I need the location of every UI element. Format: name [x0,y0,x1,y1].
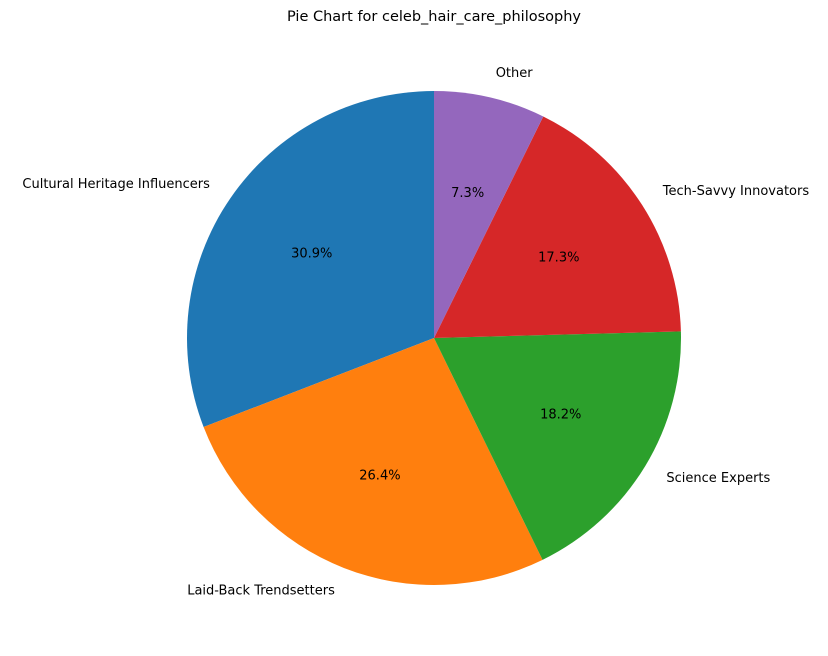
percent-label-laid-back-trendsetters: 26.4% [359,468,400,483]
pie-slice-tech-savvy-innovators [434,116,681,338]
percent-label-other: 7.3% [451,186,484,201]
slice-label-science-experts: Science Experts [666,471,770,486]
pie-slice-other [434,91,544,338]
slice-label-other: Other [496,66,534,81]
slice-label-cultural-heritage-influencers: Cultural Heritage Influencers [22,177,210,192]
pie-slice-science-experts [434,331,681,560]
pie-labels: Cultural Heritage Influencers 30.9% Laid-B… [22,66,809,599]
pie-slice-laid-back-trendsetters [203,338,543,585]
percent-label-cultural-heritage-influencers: 30.9% [291,247,332,262]
pie-slices [187,91,681,585]
percent-label-science-experts: 18.2% [540,407,581,422]
chart-title: Pie Chart for celeb_hair_care_philosophy [287,9,581,25]
slice-label-tech-savvy-innovators: Tech-Savvy Innovators [662,184,810,199]
percent-label-tech-savvy-innovators: 17.3% [538,251,579,266]
slice-label-laid-back-trendsetters: Laid-Back Trendsetters [187,583,335,598]
pie-slice-cultural-heritage-influencers [187,91,434,428]
